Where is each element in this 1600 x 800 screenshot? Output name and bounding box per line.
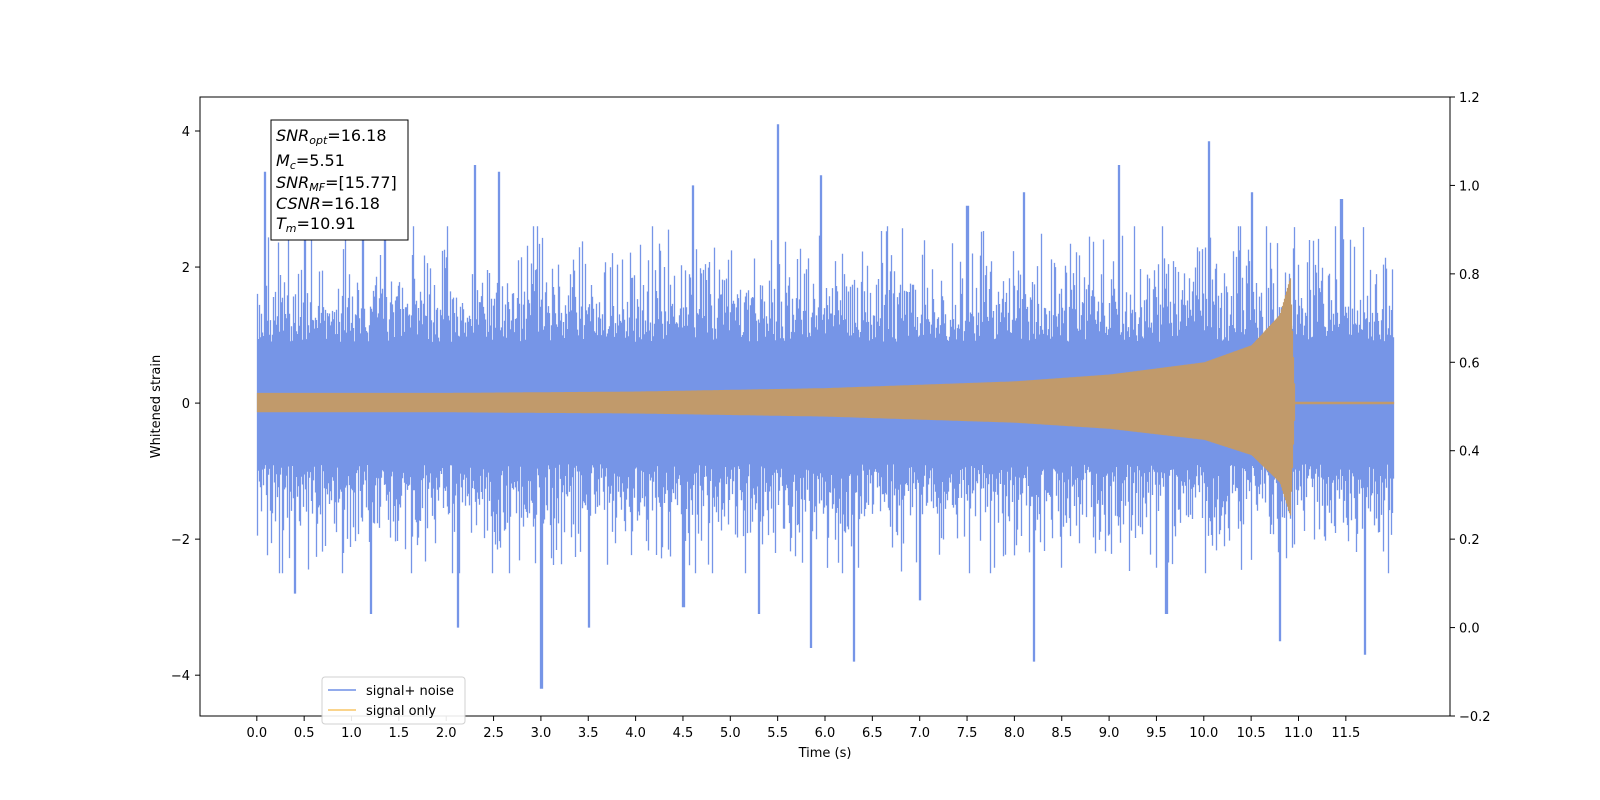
y-axis-label: Whitened strain (149, 355, 164, 458)
y2-tick-label: 0.0 (1459, 622, 1480, 637)
x-tick-label: 7.5 (957, 726, 978, 741)
x-tick-label: 2.0 (436, 726, 457, 741)
series-signal-only (256, 278, 1395, 516)
x-tick-label: 6.5 (862, 726, 883, 741)
annotation-line: SNRopt=16.18 (276, 126, 387, 147)
x-tick-label: 0.0 (246, 726, 267, 741)
y-tick-label: 4 (182, 125, 190, 140)
x-tick-label: 9.0 (1099, 726, 1120, 741)
y2-tick-label: 1.0 (1459, 179, 1480, 194)
y-tick-label: 0 (182, 397, 190, 412)
y-tick-label: −4 (171, 669, 190, 684)
y2-tick-label: 0.8 (1459, 268, 1480, 283)
x-tick-label: 4.5 (673, 726, 694, 741)
x-tick-label: 3.0 (531, 726, 552, 741)
plot-area (256, 124, 1395, 689)
x-tick-label: 1.0 (341, 726, 362, 741)
x-tick-label: 8.5 (1051, 726, 1072, 741)
y2-tick-label: 1.2 (1459, 91, 1480, 106)
annotation-line: Tm=10.91 (276, 214, 356, 235)
x-tick-label: 5.0 (720, 726, 741, 741)
x-tick-label: 4.0 (625, 726, 646, 741)
x-tick-label: 11.0 (1284, 726, 1313, 741)
x-tick-label: 11.5 (1331, 726, 1360, 741)
y-axis-right: 1.2 1.0 0.8 0.6 0.4 0.2 0.0 −0.2 (1450, 91, 1491, 725)
x-tick-label: 3.5 (578, 726, 599, 741)
y2-tick-label: 0.6 (1459, 356, 1480, 371)
x-tick-label: 7.0 (909, 726, 930, 741)
legend-box (321, 676, 466, 725)
x-tick-label: 9.5 (1146, 726, 1167, 741)
x-tick-label: 10.5 (1237, 726, 1266, 741)
legend: signal+ noise signal only (321, 676, 466, 725)
x-tick-label: 1.5 (389, 726, 410, 741)
y2-tick-label: 0.4 (1459, 445, 1480, 460)
y2-tick-label: −0.2 (1459, 710, 1491, 725)
x-tick-label: 10.0 (1189, 726, 1218, 741)
x-tick-label: 5.5 (767, 726, 788, 741)
legend-label: signal only (366, 704, 436, 719)
annotation-box (270, 119, 409, 241)
x-tick-label: 6.0 (815, 726, 836, 741)
x-tick-label: 2.5 (483, 726, 504, 741)
y-tick-label: −2 (171, 533, 190, 548)
annotation-line: CSNR=16.18 (276, 194, 380, 213)
y-axis-left: 4 2 0 −2 −4 (171, 125, 200, 684)
signal-trace (256, 278, 1395, 516)
x-tick-label: 8.0 (1004, 726, 1025, 741)
legend-label: signal+ noise (366, 684, 454, 699)
y-tick-label: 2 (182, 261, 190, 276)
x-axis: 0.0 0.5 1.0 1.5 2.0 2.5 3.0 3.5 4.0 4.5 5.0 5.5 6.0 6… (246, 716, 1360, 741)
x-tick-label: 0.5 (294, 726, 315, 741)
annotation-line: Mc=5.51 (276, 151, 345, 172)
y2-tick-label: 0.2 (1459, 533, 1480, 548)
annotation-line: SNRMF=[15.77] (276, 173, 397, 194)
stats-annotation-box: SNRopt=16.18 Mc=5.51SNRMF=[15.77]CSNR=16.… (270, 119, 409, 241)
x-axis-label: Time (s) (798, 746, 852, 761)
